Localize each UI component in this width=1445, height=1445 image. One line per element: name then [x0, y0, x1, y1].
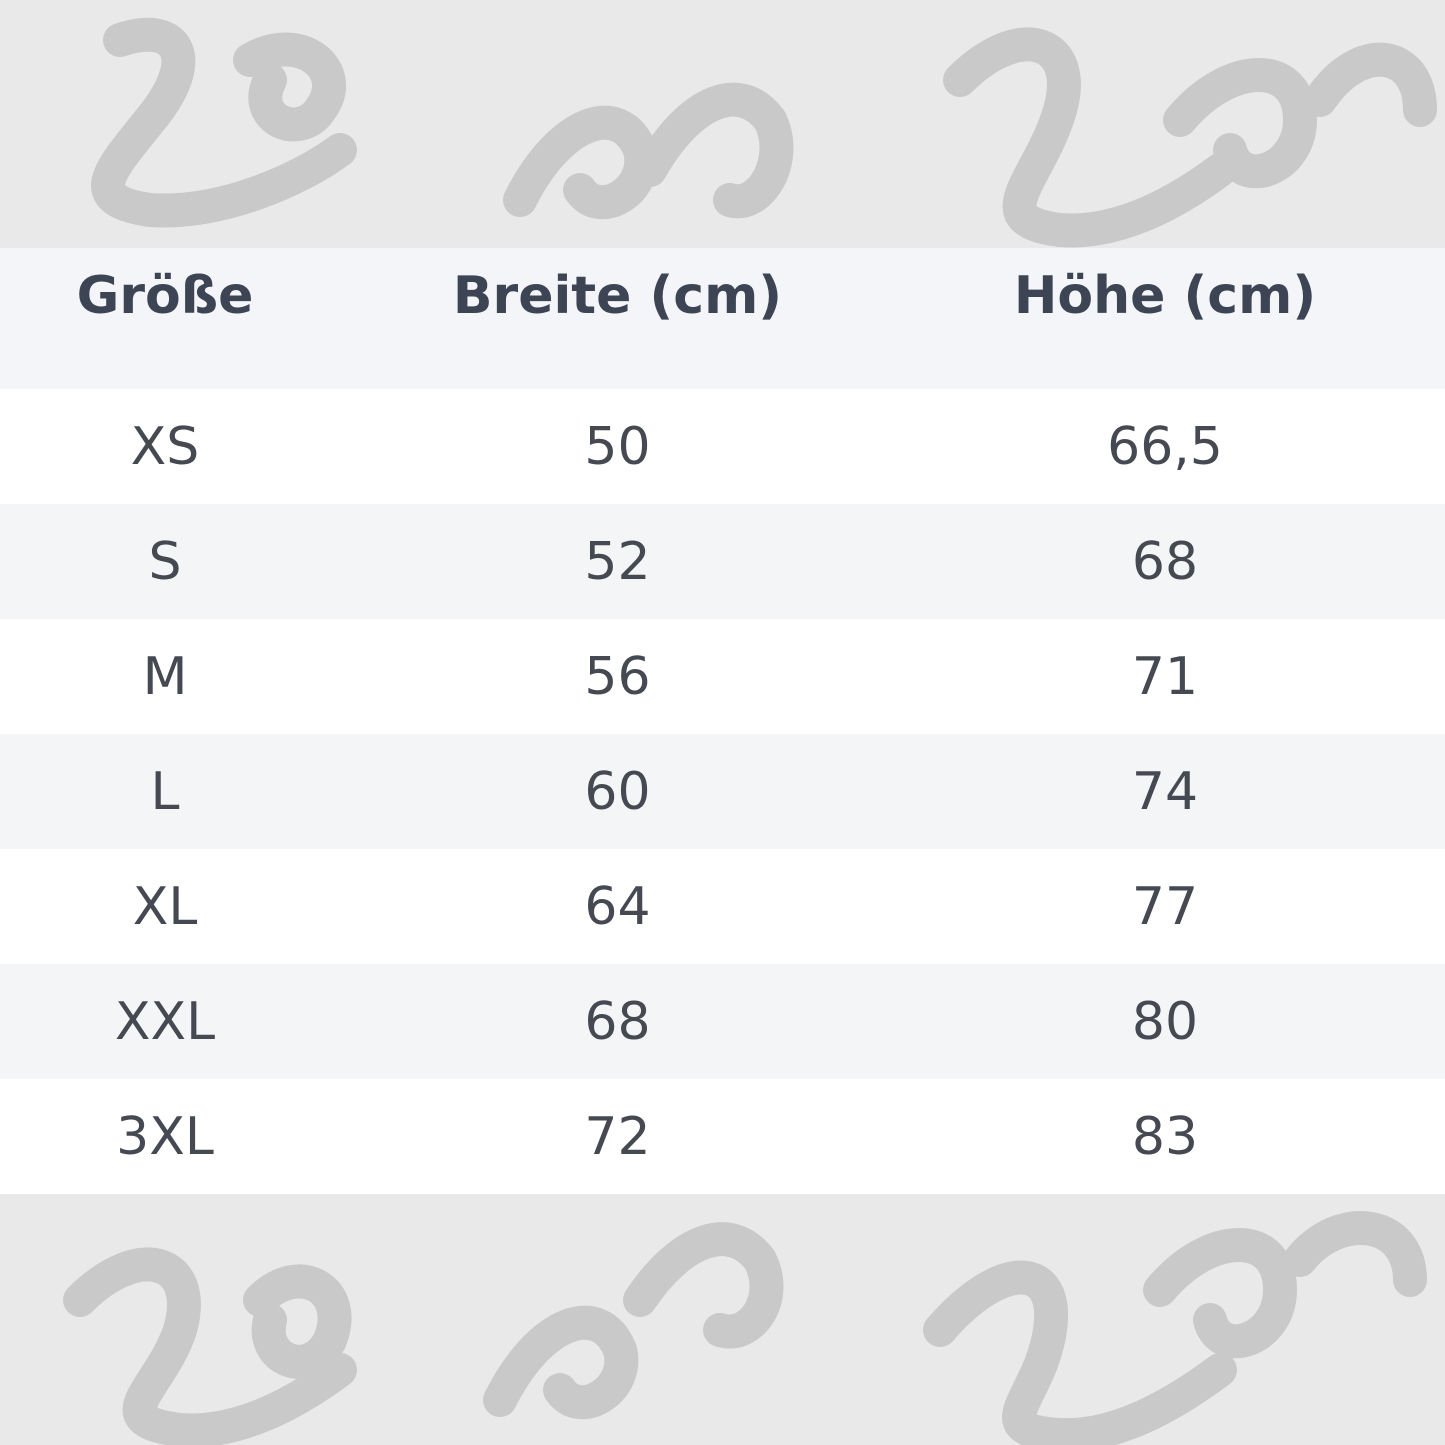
table-body: XS 50 66,5 S 52 68 M 56 71 L 60 74 XL 64 77 XXL 68 80 3XL 7…	[0, 389, 1445, 1194]
table-row: XL 64 77	[0, 849, 1445, 964]
cell-size: S	[148, 531, 182, 592]
header-height: Höhe (cm)	[1013, 266, 1317, 326]
cell-size: XXL	[114, 991, 216, 1052]
size-table: Größe Breite (cm) Höhe (cm) XS 50 66,5 S 52 6…	[0, 248, 1445, 1194]
cell-size: 3XL	[116, 1106, 214, 1167]
cell-size: XL	[132, 876, 198, 937]
table-header-row: Größe Breite (cm) Höhe (cm)	[0, 248, 1445, 389]
table-row: M 56 71	[0, 619, 1445, 734]
cell-size: L	[150, 761, 180, 822]
cell-width: 52	[584, 531, 651, 592]
cell-height: 71	[1131, 646, 1199, 707]
cell-height: 83	[1131, 1106, 1199, 1167]
cell-height: 80	[1131, 991, 1199, 1052]
cell-width: 56	[584, 646, 651, 707]
cell-width: 50	[584, 416, 651, 477]
cell-width: 68	[584, 991, 651, 1052]
cell-height: 74	[1131, 761, 1199, 822]
table-row: XXL 68 80	[0, 964, 1445, 1079]
cell-height: 66,5	[1107, 416, 1223, 477]
cell-width: 64	[584, 876, 651, 937]
cell-height: 77	[1131, 876, 1199, 937]
cell-width: 72	[584, 1106, 651, 1167]
table-row: L 60 74	[0, 734, 1445, 849]
header-width: Breite (cm)	[452, 266, 783, 326]
cell-size: M	[142, 646, 188, 707]
table-row: XS 50 66,5	[0, 389, 1445, 504]
table-row: S 52 68	[0, 504, 1445, 619]
header-size: Größe	[76, 266, 254, 326]
cell-size: XS	[130, 416, 200, 477]
cell-height: 68	[1131, 531, 1199, 592]
table-row: 3XL 72 83	[0, 1079, 1445, 1194]
cell-width: 60	[584, 761, 651, 822]
